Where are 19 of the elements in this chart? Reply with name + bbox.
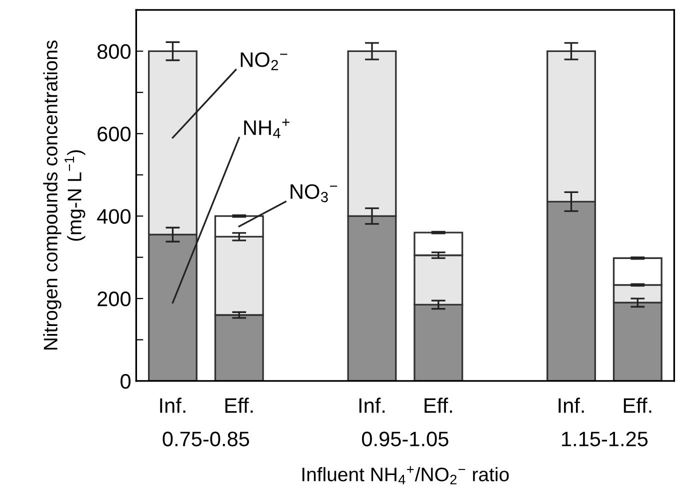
y-tick-label: 600 <box>98 126 131 142</box>
x-tick-label: Eff. <box>424 398 452 413</box>
x-tick-label: Eff. <box>624 398 652 413</box>
y-tick-label: 800 <box>97 44 131 59</box>
x-tick-label: Inf. <box>160 398 186 413</box>
y-tick-label: 0 <box>120 374 131 389</box>
x-axis-title: Influent NH$_{4}$$^{+}$/NO$_{2}$$^{−}$ ratio <box>302 466 509 484</box>
text: NO$_{2}$$^{−}$ <box>240 52 288 70</box>
x-tick-label: Eff. <box>225 398 253 413</box>
text: 0.95-1.05 <box>362 432 448 446</box>
text: NH$_{4}$$^{+}$ <box>244 118 290 138</box>
text: 1.15-1.25 <box>562 432 648 446</box>
y-tick-label: 200 <box>98 292 131 306</box>
x-tick-label: Inf. <box>558 398 584 413</box>
x-tick-label: Inf. <box>359 398 385 413</box>
series-label: NO$_{3}$$^{−}$ <box>290 184 338 202</box>
text: 0.75-0.85 <box>162 432 250 446</box>
y-tick-label: 400 <box>97 209 131 224</box>
y-axis-title: Nitrogen compounds concentrations (mg-N L$^{−1}$) <box>43 40 86 350</box>
